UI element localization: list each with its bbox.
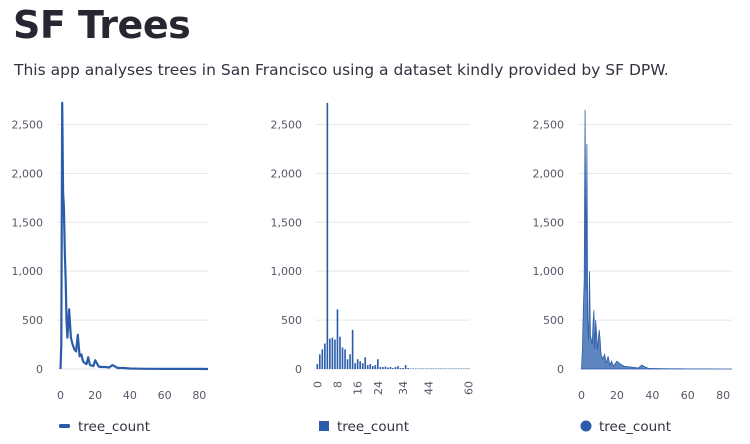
bar [321,349,324,369]
bar [384,366,387,369]
y-tick-label: 2,000 [12,167,44,180]
series-area [581,109,732,370]
bar [359,361,361,369]
legend-label: tree_count [599,419,671,435]
y-tick-label: 1,000 [533,265,565,278]
legend-label: tree_count [337,419,409,435]
y-tick-label: 2,500 [271,118,303,131]
bar [346,359,349,369]
x-tick-label: 34 [397,381,410,395]
bar [341,347,344,369]
bar [389,367,392,369]
bar [397,366,399,369]
x-tick-label: 80 [716,389,730,402]
y-tick-label: 500 [281,314,302,327]
bar [382,367,384,369]
y-tick-label: 0 [295,363,302,376]
bar [366,365,369,369]
bar [316,364,319,369]
y-tick-label: 2,000 [533,167,565,180]
page-title: SF Trees [13,3,191,47]
series-line [59,101,209,371]
x-tick-label: 80 [192,389,206,402]
bar [399,368,402,369]
y-tick-label: 500 [22,314,43,327]
bar [407,368,409,369]
bar [379,367,382,369]
bar [354,363,356,369]
area-chart: 0 500 1,000 1,500 2,000 2,500 0 20 40 60 80 tree_co… [533,109,732,435]
x-tick-label: 40 [645,389,659,402]
legend-line-icon [59,424,70,428]
y-tick-label: 2,000 [271,167,303,180]
legend-label: tree_count [78,419,150,435]
x-tick-label: 0 [578,389,585,402]
y-tick-label: 0 [557,363,564,376]
y-tick-label: 1,500 [12,216,44,229]
bar [394,367,397,369]
bar [344,349,346,369]
bar [387,367,389,369]
bar [336,309,339,369]
x-tick-label: 60 [681,389,695,402]
line-chart: 0 500 1,000 1,500 2,000 2,500 0 20 40 60 80 tree_co… [12,101,209,435]
bar [318,354,321,369]
bar [326,102,329,370]
x-tick-label: 60 [158,389,172,402]
bar [334,339,336,369]
y-tick-label: 2,500 [533,118,565,131]
y-tick-label: 500 [543,314,564,327]
y-tick-label: 1,000 [271,265,303,278]
x-tick-label: 0 [311,381,324,388]
page-subtitle: This app analyses trees in San Francisco… [14,61,669,79]
y-tick-label: 1,500 [271,216,303,229]
x-tick-label: 44 [422,381,435,395]
bar [361,363,364,369]
x-tick-label: 8 [331,381,344,388]
x-tick-label: 24 [372,381,385,395]
x-tick-label: 60 [463,381,476,395]
y-tick-label: 1,500 [533,216,565,229]
bar [329,338,331,369]
bar [374,365,377,369]
bar [402,368,404,369]
x-tick-label: 20 [610,389,624,402]
x-tick-label: 0 [57,389,64,402]
y-tick-label: 0 [36,363,43,376]
x-tick-label: 16 [352,381,365,395]
bar [356,359,359,369]
x-tick-label: 40 [123,389,137,402]
legend-circle-icon [580,420,592,432]
bar [371,366,374,369]
bar [364,357,367,369]
bar [324,343,326,369]
bar [349,354,351,369]
legend-square-icon [319,421,329,431]
y-tick-label: 1,000 [12,265,44,278]
bar [331,337,334,369]
bar [377,359,379,369]
bar [369,364,372,369]
bar [339,336,341,369]
y-tick-label: 2,500 [12,118,44,131]
bar [404,365,407,369]
x-tick-label: 20 [88,389,102,402]
bar [392,368,394,369]
bar [351,329,354,369]
